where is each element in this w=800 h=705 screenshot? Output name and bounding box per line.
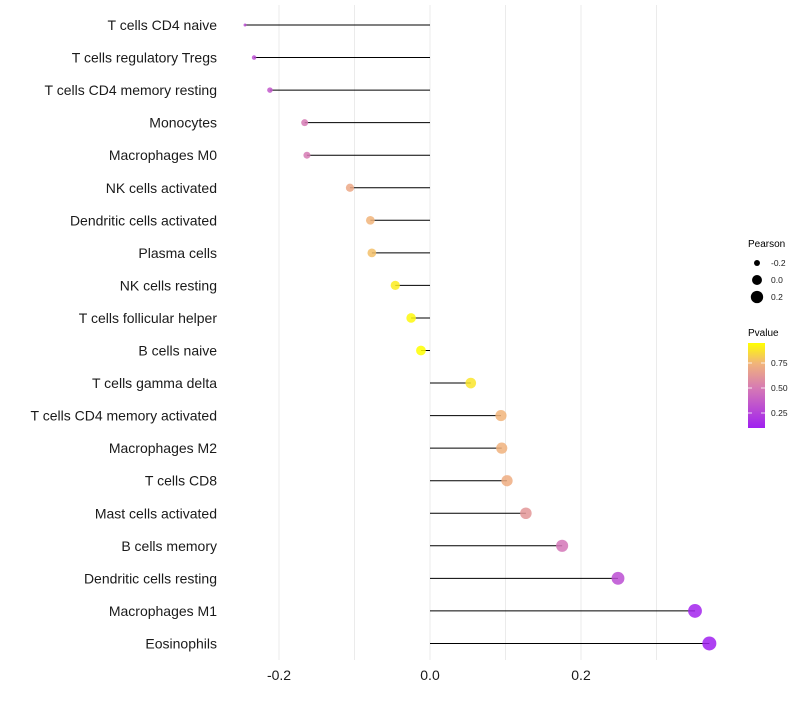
- data-point: [367, 248, 377, 258]
- size-legend-key: [752, 275, 762, 285]
- color-legend-label: 0.75: [771, 358, 788, 368]
- data-point: [303, 151, 311, 159]
- data-point: [465, 377, 477, 389]
- data-point: [556, 539, 569, 552]
- data-point: [390, 280, 400, 291]
- stems: [245, 24, 710, 644]
- y-tick-label: Plasma cells: [138, 245, 217, 261]
- color-legend-label: 0.25: [771, 408, 788, 418]
- y-tick-label: B cells memory: [121, 538, 217, 554]
- y-tick-label: B cells naive: [138, 343, 217, 359]
- data-point: [688, 603, 702, 618]
- y-tick-label: Dendritic cells resting: [84, 570, 217, 586]
- legend: Pearson -0.2 0.0 0.2 Pvalue 0.25 0.50 0.75: [748, 239, 788, 428]
- size-legend-key: [750, 290, 764, 304]
- x-tick-label: -0.2: [267, 667, 291, 683]
- data-point: [501, 475, 513, 487]
- size-legend-key: [754, 260, 760, 266]
- data-point: [416, 345, 426, 356]
- size-legend-label: 0.0: [771, 275, 783, 285]
- data-point: [611, 571, 625, 585]
- color-bar: [748, 343, 765, 428]
- data-point: [365, 215, 375, 225]
- x-tick-label: 0.0: [420, 667, 440, 683]
- color-legend-title: Pvalue: [748, 328, 779, 339]
- y-tick-label: T cells CD8: [145, 473, 217, 489]
- y-tick-label: Monocytes: [149, 115, 217, 131]
- size-legend-label: 0.2: [771, 292, 783, 302]
- x-axis-labels: -0.2 0.0 0.2: [267, 667, 591, 683]
- data-point: [702, 636, 717, 651]
- data-point: [495, 410, 507, 422]
- y-tick-label: NK cells activated: [106, 180, 217, 196]
- y-tick-label: T cells CD4 memory resting: [45, 82, 217, 98]
- data-point: [251, 55, 257, 60]
- y-tick-label: T cells CD4 memory activated: [31, 408, 217, 424]
- size-legend-title: Pearson: [748, 239, 785, 250]
- size-legend-label: -0.2: [771, 258, 786, 268]
- x-tick-label: 0.2: [571, 667, 591, 683]
- y-tick-label: Mast cells activated: [95, 505, 217, 521]
- data-point: [406, 313, 416, 323]
- gridlines: [278, 5, 657, 660]
- y-tick-label: T cells CD4 naive: [108, 17, 218, 33]
- y-tick-label: T cells follicular helper: [79, 310, 218, 326]
- y-tick-label: Macrophages M2: [109, 440, 217, 456]
- data-point: [243, 23, 247, 27]
- color-legend-label: 0.50: [771, 383, 788, 393]
- points: [243, 23, 717, 651]
- y-tick-label: Eosinophils: [145, 635, 217, 651]
- data-point: [345, 183, 355, 192]
- y-tick-label: Macrophages M1: [109, 603, 217, 619]
- data-point: [496, 442, 508, 454]
- y-axis-labels: T cells CD4 naive T cells regulatory Treg…: [31, 17, 218, 651]
- y-tick-label: NK cells resting: [120, 277, 217, 293]
- data-point: [267, 87, 273, 93]
- y-tick-label: T cells regulatory Tregs: [72, 50, 217, 66]
- data-point: [301, 119, 309, 127]
- y-tick-label: T cells gamma delta: [92, 375, 217, 391]
- y-tick-label: Dendritic cells activated: [70, 212, 217, 228]
- data-point: [520, 507, 532, 520]
- y-tick-label: Macrophages M0: [109, 147, 217, 163]
